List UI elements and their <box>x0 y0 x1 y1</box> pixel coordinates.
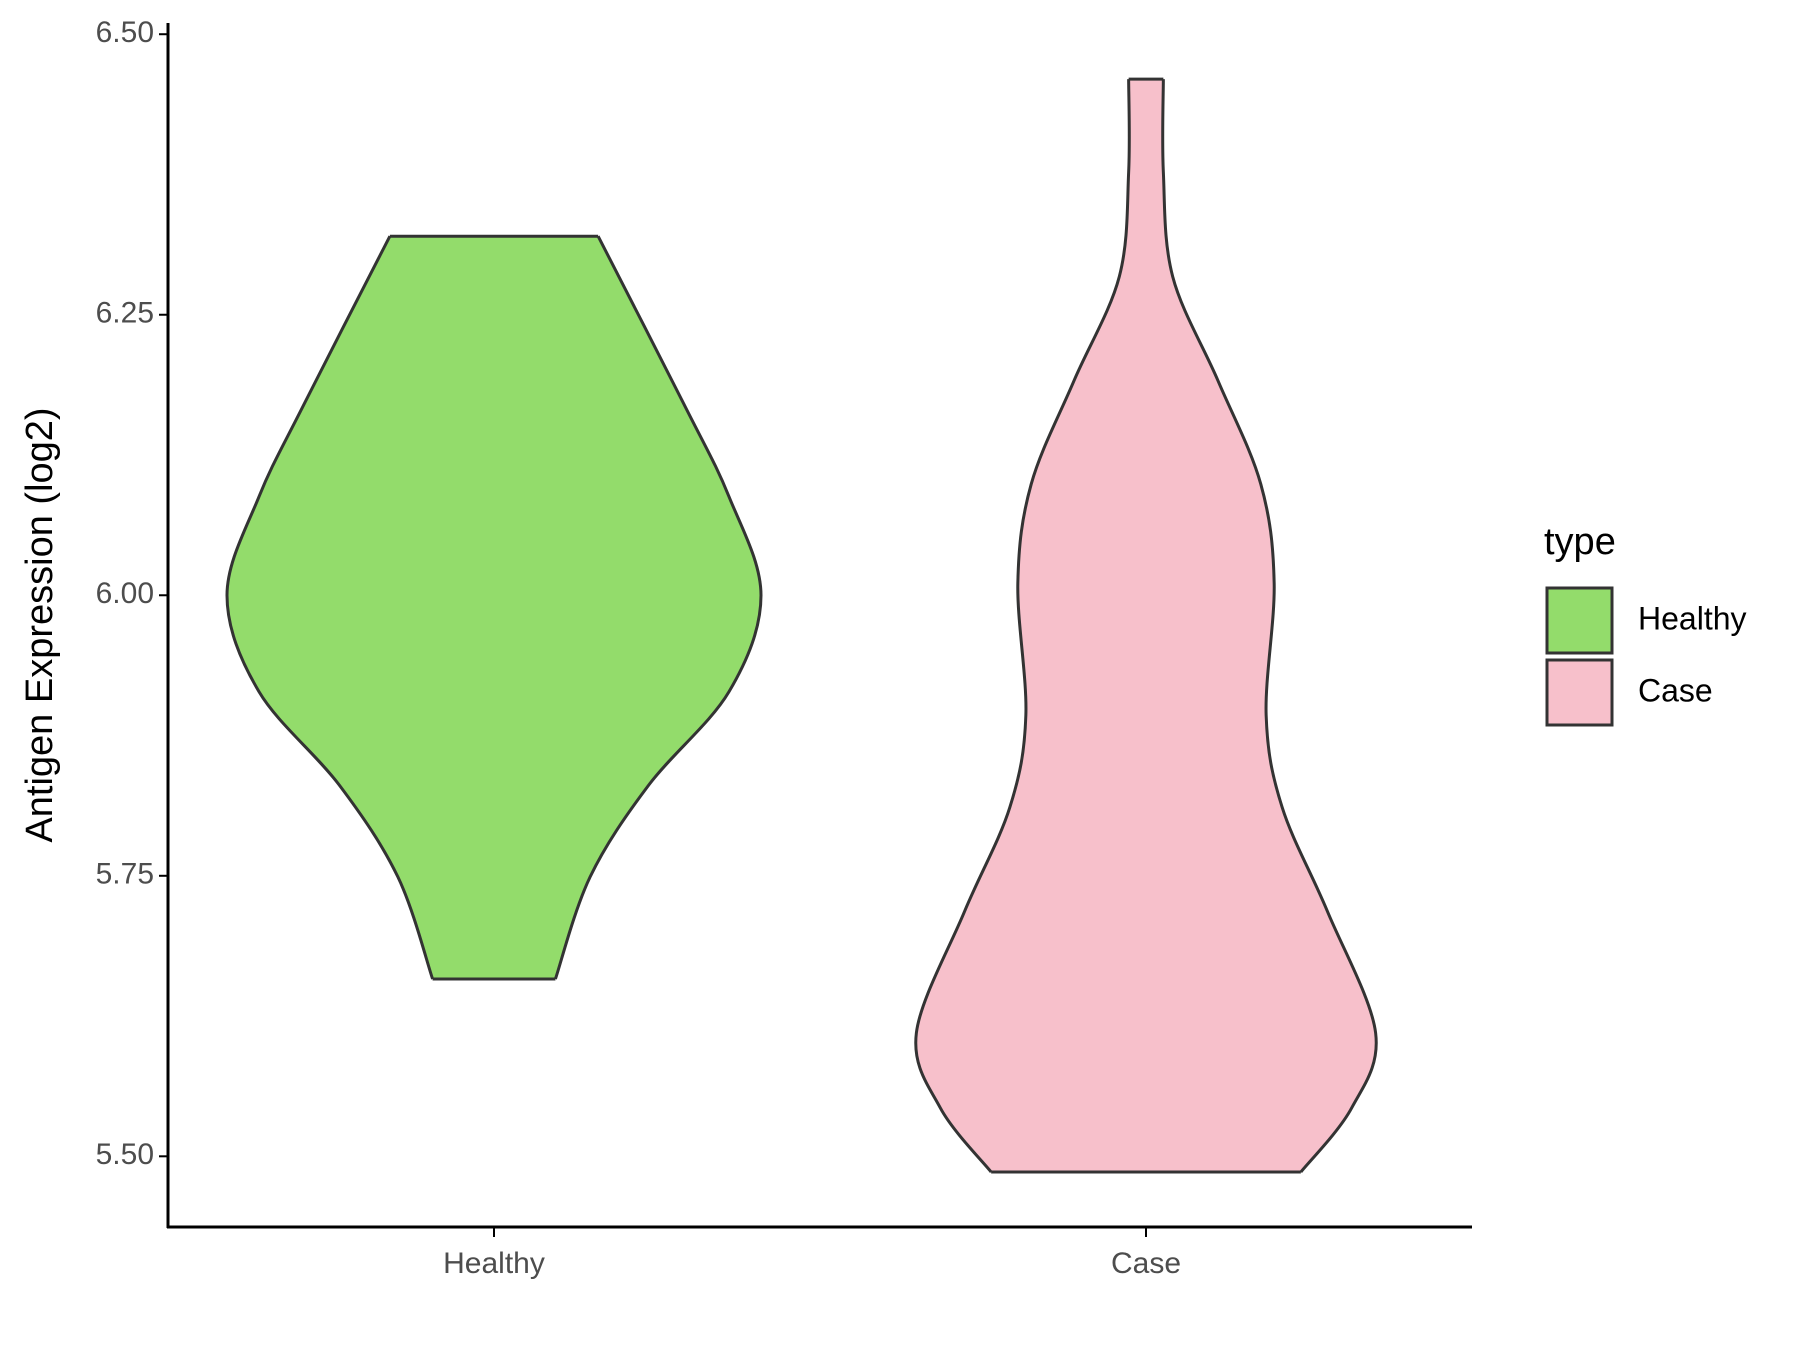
y-tick-label: 5.50 <box>96 1138 154 1171</box>
violin-right-edge <box>553 235 763 980</box>
legend-key <box>1545 658 1614 727</box>
x-tick-label: Case <box>1111 1247 1181 1280</box>
y-tick-label: 5.75 <box>96 858 154 891</box>
violin-left-edge <box>914 79 1131 1173</box>
legend-label: Healthy <box>1638 600 1747 636</box>
legend-key <box>1545 586 1614 655</box>
y-axis-title: Antigen Expression (log2) <box>19 407 61 842</box>
legend-title: type <box>1544 521 1616 563</box>
violin-body <box>227 236 761 980</box>
x-tick-label: Healthy <box>443 1247 545 1280</box>
violin-right-edge <box>1161 79 1378 1173</box>
legend-label: Case <box>1638 672 1713 708</box>
violin-left-edge <box>225 235 435 980</box>
y-tick-label: 6.25 <box>96 297 154 330</box>
y-tick-label: 6.50 <box>96 16 154 49</box>
y-tick-label: 6.00 <box>96 577 154 610</box>
violin-body <box>915 79 1377 1173</box>
